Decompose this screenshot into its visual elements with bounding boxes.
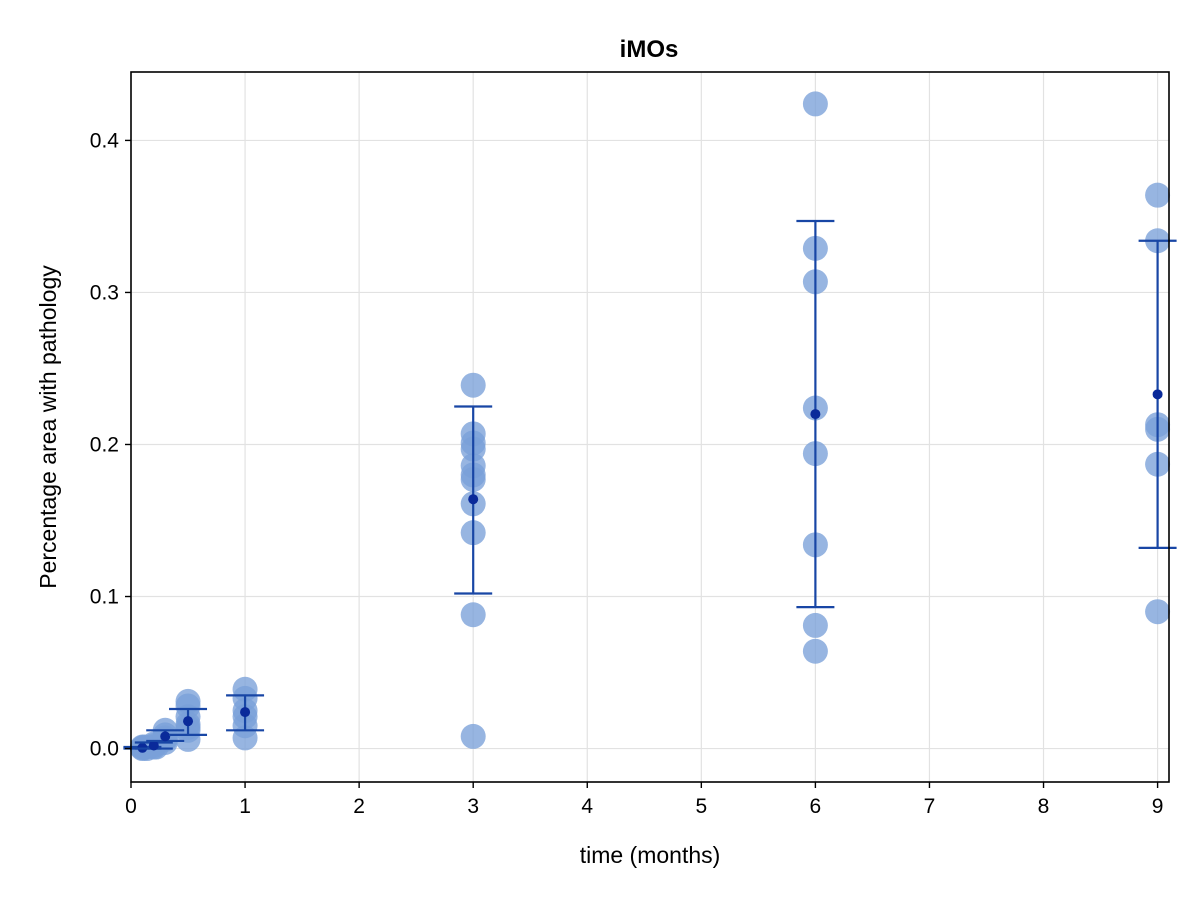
error-bar [796, 219, 835, 609]
x-tick-label: 2 [353, 795, 365, 818]
mean-point [183, 716, 194, 727]
data-point [460, 723, 486, 749]
x-tick-label: 6 [810, 795, 822, 818]
error-bar [146, 729, 185, 743]
mean-point [810, 409, 821, 420]
x-tick-label: 1 [239, 795, 251, 818]
y-tick-label: 0.0 [90, 738, 119, 761]
data-point [460, 602, 486, 628]
data-point [802, 612, 828, 638]
y-tick-label: 0.2 [90, 433, 119, 456]
x-tick-label: 5 [695, 795, 707, 818]
y-axis-label: Percentage area with pathology [35, 265, 61, 589]
plot-frame [130, 71, 1170, 783]
chart-title: iMOs [620, 36, 679, 63]
mean-point [160, 731, 171, 742]
data-point [175, 688, 201, 714]
x-axis-label: time (months) [580, 842, 721, 868]
error-bar [169, 707, 208, 736]
error-bar [1138, 239, 1177, 549]
x-tick-label: 8 [1038, 795, 1050, 818]
x-tick-label: 4 [581, 795, 593, 818]
data-point [1145, 599, 1171, 625]
data-point [802, 91, 828, 117]
x-tick-label: 3 [467, 795, 479, 818]
mean-point [468, 494, 479, 505]
plot-area [123, 91, 1177, 762]
x-tick-label: 0 [125, 795, 137, 818]
error-bar [134, 740, 173, 751]
x-tick-label: 7 [924, 795, 936, 818]
mean-point [1152, 389, 1163, 400]
error-bar [454, 405, 493, 595]
x-tick-label: 9 [1152, 795, 1164, 818]
y-tick-label: 0.4 [90, 129, 120, 152]
axis-ticks: 0 1 2 3 4 5 6 7 8 9 0.0 0.1 0.2 0.3 0.4 [90, 129, 1164, 818]
y-tick-label: 0.3 [90, 281, 119, 304]
mean-point [240, 707, 251, 718]
data-point [460, 372, 486, 398]
data-point [802, 638, 828, 664]
grid-lines [130, 72, 1169, 782]
data-point [1145, 182, 1171, 208]
error-bar [226, 694, 265, 732]
mean-point [148, 740, 159, 751]
y-tick-label: 0.1 [90, 586, 119, 609]
